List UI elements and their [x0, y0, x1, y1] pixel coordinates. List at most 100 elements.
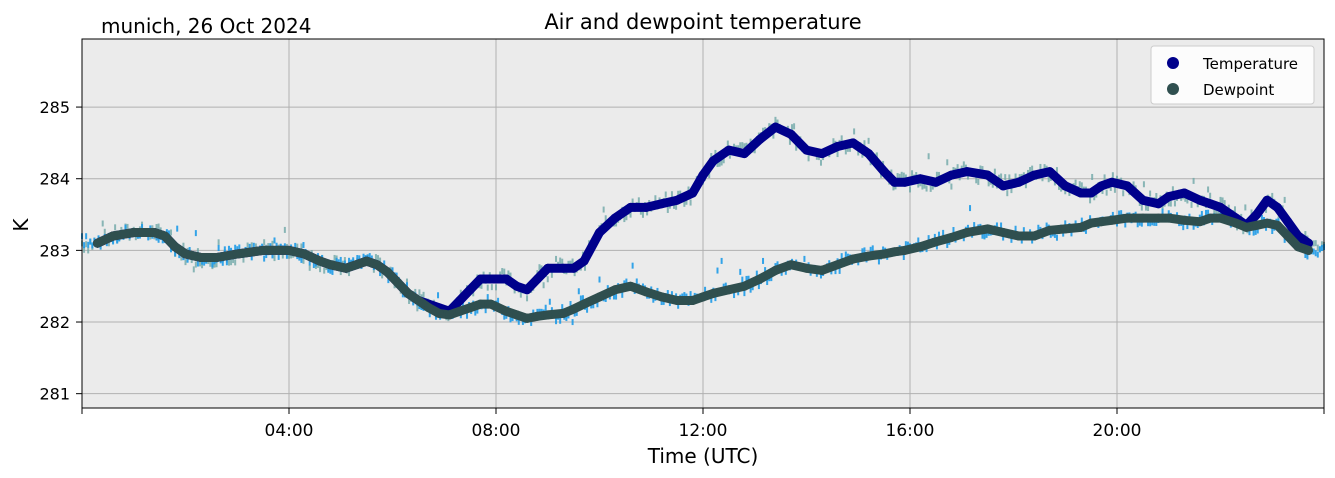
raw-obs-mark: [584, 264, 587, 271]
raw-obs-mark: [569, 301, 572, 308]
raw-obs-mark: [1124, 221, 1127, 228]
raw-obs-mark: [327, 266, 330, 273]
raw-obs-mark: [1242, 228, 1245, 235]
raw-obs-mark: [1055, 167, 1058, 174]
raw-obs-mark: [217, 245, 220, 252]
raw-obs-mark: [921, 183, 924, 190]
raw-obs-mark: [679, 190, 682, 197]
raw-obs-mark: [592, 302, 595, 309]
raw-obs-mark: [472, 290, 475, 297]
raw-obs-mark: [1037, 224, 1040, 231]
data-point: [1014, 177, 1024, 187]
raw-obs-mark: [546, 276, 549, 283]
data-point: [1262, 218, 1272, 228]
raw-obs-mark: [666, 206, 669, 213]
raw-obs-mark: [757, 283, 760, 290]
raw-obs-mark: [1105, 189, 1108, 196]
raw-obs-mark: [190, 257, 193, 264]
raw-obs-mark: [509, 316, 512, 323]
data-point: [1205, 199, 1215, 209]
raw-obs-mark: [141, 224, 144, 231]
raw-obs-mark: [869, 246, 872, 253]
raw-obs-mark: [281, 252, 284, 259]
raw-obs-mark: [1200, 210, 1203, 217]
raw-obs-mark: [598, 276, 601, 283]
raw-obs-mark: [87, 247, 90, 254]
raw-obs-mark: [157, 223, 160, 230]
raw-obs-mark: [1221, 197, 1224, 204]
raw-obs-mark: [167, 230, 170, 237]
raw-obs-mark: [844, 148, 847, 155]
data-point: [802, 145, 811, 155]
raw-obs-mark: [1103, 174, 1106, 181]
raw-obs-mark: [911, 170, 914, 177]
raw-obs-mark: [569, 260, 572, 267]
raw-obs-mark: [422, 291, 425, 298]
data-point: [1076, 222, 1086, 232]
raw-obs-mark: [929, 185, 932, 192]
raw-obs-mark: [571, 258, 574, 265]
raw-obs-mark: [1120, 210, 1123, 217]
raw-obs-mark: [1064, 220, 1067, 227]
raw-obs-mark: [1167, 210, 1170, 217]
data-point: [1195, 217, 1205, 227]
data-point: [149, 228, 159, 237]
raw-obs-mark: [1053, 231, 1056, 238]
raw-obs-mark: [155, 224, 158, 231]
raw-obs-mark: [323, 267, 326, 274]
raw-obs-mark: [977, 178, 980, 185]
raw-obs-mark: [573, 310, 576, 317]
data-point: [1097, 181, 1106, 191]
raw-obs-mark: [766, 279, 769, 286]
raw-obs-mark: [308, 264, 311, 271]
raw-obs-mark: [689, 199, 692, 206]
raw-obs-mark: [1041, 175, 1044, 182]
raw-obs-mark: [927, 235, 930, 242]
data-point: [900, 245, 910, 255]
raw-obs-mark: [329, 267, 332, 274]
raw-obs-mark: [544, 304, 547, 311]
raw-obs-mark: [935, 171, 938, 178]
raw-obs-mark: [623, 216, 626, 223]
raw-obs-mark: [685, 198, 688, 205]
data-point: [512, 310, 522, 320]
raw-obs-mark: [412, 299, 415, 306]
raw-obs-mark: [1207, 186, 1210, 193]
raw-obs-mark: [548, 298, 551, 305]
raw-obs-mark: [333, 254, 336, 261]
raw-obs-mark: [904, 241, 907, 248]
raw-obs-mark: [246, 242, 249, 249]
data-point: [755, 274, 765, 284]
data-point: [476, 299, 485, 309]
raw-obs-mark: [675, 203, 678, 210]
raw-obs-mark: [654, 195, 657, 202]
raw-obs-mark: [1161, 208, 1164, 215]
raw-obs-mark: [1000, 173, 1003, 180]
raw-obs-mark: [1014, 173, 1017, 180]
data-point: [325, 260, 335, 270]
raw-obs-mark: [300, 243, 303, 250]
raw-obs-mark: [635, 278, 638, 285]
chart-title: Air and dewpoint temperature: [544, 10, 861, 34]
raw-obs-mark: [652, 296, 655, 303]
raw-obs-mark: [950, 183, 953, 190]
x-tick-label: 04:00: [265, 421, 314, 441]
raw-obs-mark: [308, 259, 311, 266]
raw-obs-mark: [1068, 189, 1071, 196]
raw-obs-mark: [312, 262, 315, 269]
raw-obs-mark: [414, 288, 417, 295]
raw-obs-mark: [1074, 179, 1077, 186]
raw-obs-mark: [182, 242, 185, 249]
data-point: [1060, 224, 1070, 234]
raw-obs-mark: [861, 248, 864, 255]
data-point: [1138, 213, 1148, 223]
data-point: [641, 202, 651, 212]
raw-obs-mark: [296, 243, 299, 250]
data-point: [579, 256, 589, 266]
raw-obs-mark: [1304, 231, 1307, 238]
raw-obs-mark: [91, 242, 94, 249]
raw-obs-mark: [762, 127, 765, 134]
raw-obs-mark: [714, 149, 717, 156]
data-point: [688, 188, 698, 198]
raw-obs-mark: [892, 184, 895, 191]
